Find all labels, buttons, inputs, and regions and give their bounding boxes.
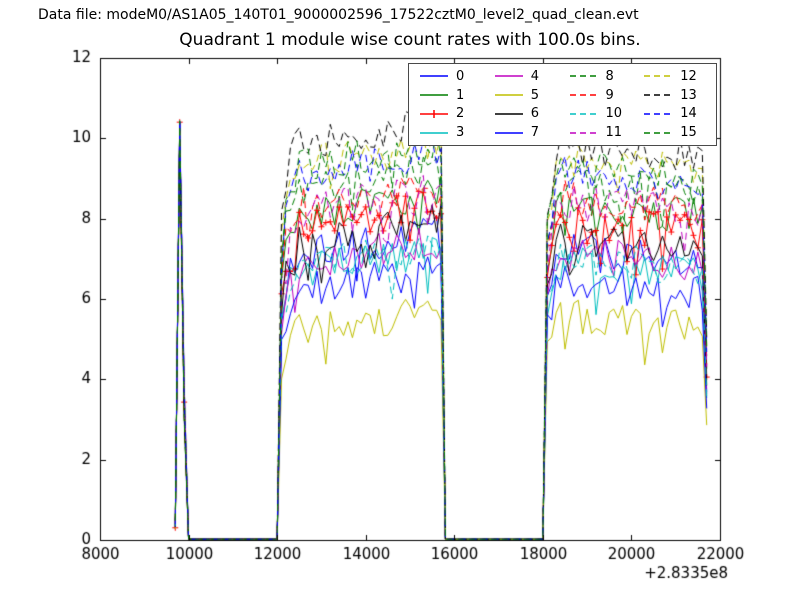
legend-label: 12 — [680, 68, 697, 84]
legend-label: 7 — [530, 125, 540, 141]
legend-entry-3: 3 — [413, 123, 488, 142]
legend-label: 1 — [456, 87, 465, 103]
legend-label: 2 — [456, 106, 465, 122]
legend-entry-13: 13 — [637, 86, 712, 105]
legend-line-sample-icon — [494, 113, 523, 115]
legend-entry-14: 14 — [637, 105, 712, 124]
legend-line-sample-icon — [569, 113, 598, 115]
legend-entry-4: 4 — [488, 67, 563, 86]
legend-line-sample-icon — [420, 94, 448, 96]
data-file-label: Data file: modeM0/AS1A05_140T01_90000025… — [38, 7, 639, 23]
legend-entry-7: 7 — [488, 123, 563, 142]
legend-line-sample-icon — [644, 94, 673, 96]
legend-entry-10: 10 — [563, 105, 638, 124]
legend-label: 14 — [680, 106, 697, 122]
legend-line-sample-icon — [644, 113, 673, 115]
legend-entry-5: 5 — [488, 86, 563, 105]
legend-entry-11: 11 — [563, 123, 638, 142]
legend-line-sample-icon — [494, 75, 523, 78]
legend-entry-6: 6 — [488, 105, 563, 124]
legend-line-sample-icon — [494, 94, 523, 96]
legend-label: 0 — [456, 68, 465, 84]
legend-label: 3 — [456, 125, 465, 141]
legend: 0 1 2 3 4 5 6 7 8 9 10 11 12 13 14 15 — [408, 63, 717, 146]
chart-title: Quadrant 1 module wise count rates with … — [179, 30, 641, 50]
legend-line-sample-icon — [420, 131, 448, 134]
legend-entry-9: 9 — [563, 86, 638, 105]
legend-label: 5 — [530, 87, 540, 103]
legend-label: 9 — [605, 87, 614, 103]
legend-label: 4 — [530, 68, 540, 84]
legend-line-sample-icon — [644, 75, 673, 78]
legend-entry-15: 15 — [637, 123, 712, 142]
legend-label: 15 — [680, 125, 697, 141]
legend-entry-1: 1 — [413, 86, 488, 105]
legend-label: 11 — [605, 125, 623, 141]
legend-label: 13 — [680, 87, 697, 103]
legend-label: 6 — [530, 106, 540, 122]
legend-entry-2: 2 — [413, 105, 488, 124]
legend-line-sample-icon — [569, 131, 598, 134]
legend-line-sample-icon — [420, 75, 448, 78]
legend-label: 10 — [605, 106, 623, 122]
legend-label: 8 — [605, 68, 614, 84]
legend-line-sample-icon — [569, 75, 598, 78]
legend-line-sample-icon — [569, 94, 598, 96]
legend-line-sample-icon — [420, 109, 448, 118]
legend-line-sample-icon — [644, 131, 673, 134]
legend-entry-8: 8 — [563, 67, 638, 86]
legend-line-sample-icon — [494, 131, 523, 134]
legend-entry-0: 0 — [413, 67, 488, 86]
legend-entry-12: 12 — [637, 67, 712, 86]
